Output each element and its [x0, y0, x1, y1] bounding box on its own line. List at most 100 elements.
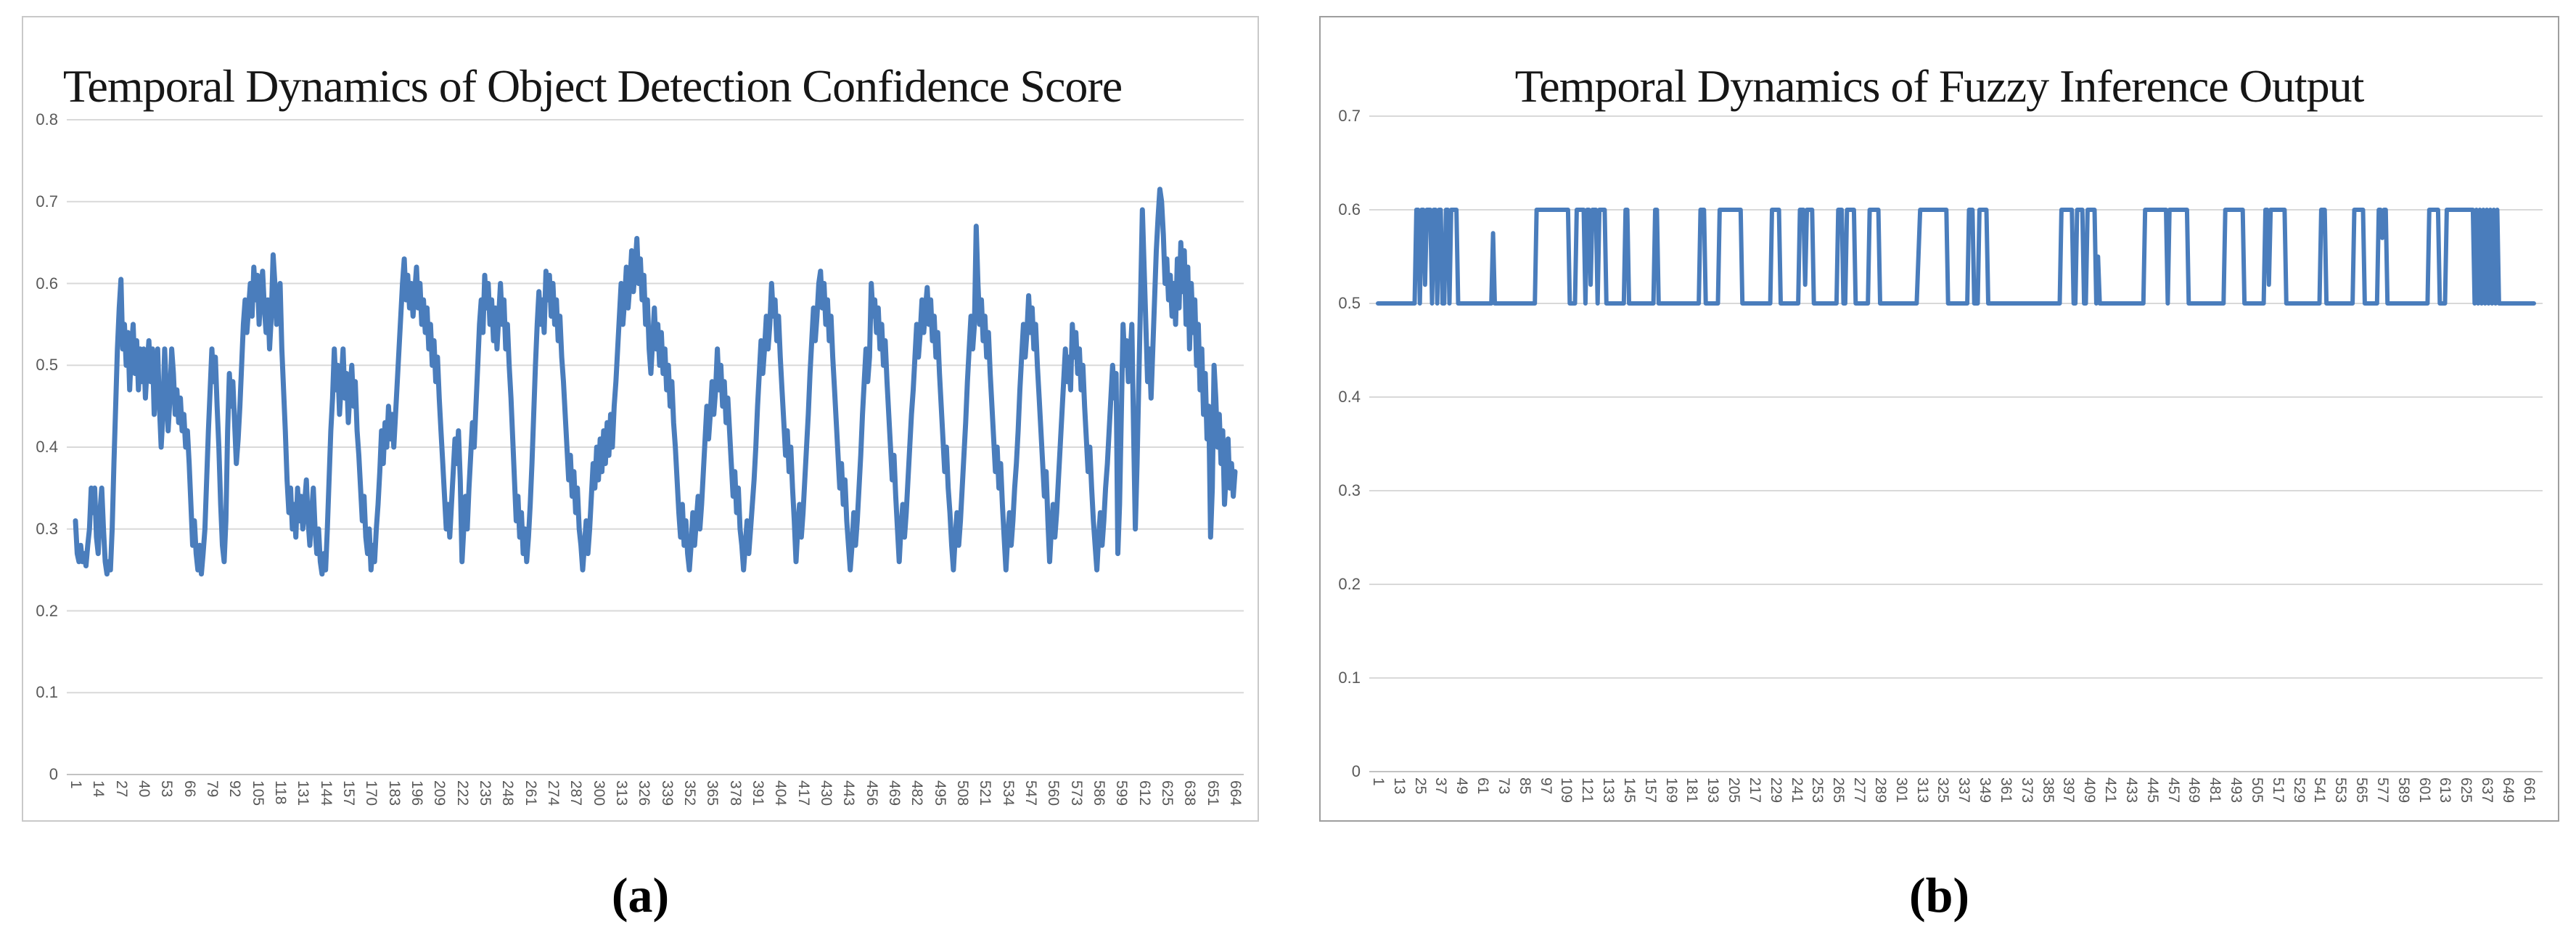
chart-b-canvas: [1369, 115, 2543, 772]
x-tick-label: 265: [1830, 777, 1847, 804]
y-tick-label: 0.3: [1338, 481, 1361, 499]
x-tick-label: 40: [136, 780, 152, 798]
x-tick-label: 349: [1977, 777, 1994, 804]
x-tick-label: 85: [1516, 777, 1533, 795]
x-tick-label: 92: [226, 780, 244, 798]
x-tick-label: 49: [1453, 777, 1471, 795]
x-tick-label: 157: [340, 780, 357, 806]
x-tick-label: 253: [1809, 777, 1826, 804]
x-tick-label: 170: [363, 780, 380, 806]
x-tick-label: 145: [1620, 777, 1638, 804]
x-tick-label: 37: [1432, 777, 1450, 795]
x-tick-label: 599: [1113, 780, 1131, 806]
y-tick-label: 0.5: [1338, 294, 1361, 312]
y-tick-label: 0.2: [36, 601, 58, 620]
x-tick-label: 547: [1022, 780, 1039, 806]
subfigure-caption-a: (a): [611, 867, 670, 923]
x-tick-label: 1: [1370, 777, 1387, 786]
chart-a-canvas: [67, 119, 1244, 775]
x-tick-label: 469: [2186, 777, 2203, 804]
x-tick-label: 573: [1067, 780, 1085, 806]
x-tick-label: 589: [2395, 777, 2412, 804]
x-tick-label: 651: [1204, 780, 1221, 806]
x-tick-label: 73: [1495, 777, 1512, 795]
x-tick-label: 529: [2290, 777, 2308, 804]
x-tick-label: 508: [954, 780, 971, 806]
y-tick-label: 0.4: [36, 438, 58, 456]
figure-panel-b: Temporal Dynamics of Fuzzy Inference Out…: [1319, 16, 2559, 822]
y-tick-label: 0: [1351, 762, 1361, 780]
y-tick-label: 0.6: [36, 274, 58, 293]
x-tick-label: 339: [658, 780, 676, 806]
x-tick-label: 300: [590, 780, 607, 806]
y-tick-label: 0.2: [1338, 575, 1361, 593]
x-tick-label: 109: [1558, 777, 1575, 804]
x-tick-label: 1: [67, 780, 84, 789]
y-tick-label: 0.1: [36, 683, 58, 702]
x-tick-label: 625: [2458, 777, 2475, 804]
chart-a-title: Temporal Dynamics of Object Detection Co…: [62, 60, 1123, 112]
x-tick-label: 209: [431, 780, 448, 806]
y-tick-label: 0.4: [1338, 388, 1361, 406]
x-tick-label: 181: [1683, 777, 1701, 804]
x-tick-label: 443: [840, 780, 858, 806]
x-tick-label: 553: [2332, 777, 2350, 804]
x-tick-label: 183: [385, 780, 403, 806]
x-tick-label: 326: [636, 780, 653, 806]
x-tick-label: 229: [1767, 777, 1784, 804]
x-tick-label: 637: [2479, 777, 2496, 804]
x-tick-label: 196: [409, 780, 425, 806]
x-tick-label: 157: [1641, 777, 1659, 804]
x-tick-label: 560: [1045, 780, 1062, 806]
x-tick-label: 241: [1788, 777, 1805, 804]
x-tick-label: 14: [90, 780, 107, 798]
x-tick-label: 235: [477, 780, 493, 806]
x-tick-label: 144: [317, 780, 335, 806]
y-tick-label: 0.7: [36, 192, 58, 211]
y-tick-label: 0: [49, 765, 58, 783]
x-tick-label: 261: [522, 780, 539, 806]
x-tick-label: 193: [1705, 777, 1722, 804]
x-tick-label: 521: [977, 780, 994, 806]
x-tick-label: 661: [2520, 777, 2538, 804]
chart-b-plot-area: [1369, 115, 2543, 772]
x-tick-label: 373: [2018, 777, 2035, 804]
x-tick-label: 277: [1851, 777, 1869, 804]
x-tick-label: 601: [2416, 777, 2433, 804]
figure-panel-a: Temporal Dynamics of Object Detection Co…: [22, 16, 1259, 822]
x-tick-label: 121: [1579, 777, 1596, 804]
x-tick-label: 612: [1136, 780, 1153, 806]
x-tick-label: 53: [158, 780, 176, 798]
x-tick-label: 391: [750, 780, 766, 806]
x-tick-label: 417: [795, 780, 812, 806]
x-tick-label: 133: [1600, 777, 1617, 804]
x-tick-label: 217: [1746, 777, 1763, 804]
y-tick-label: 0.5: [36, 356, 58, 375]
x-tick-label: 289: [1871, 777, 1889, 804]
x-tick-label: 421: [2102, 777, 2120, 804]
x-tick-label: 430: [818, 780, 834, 806]
line-series-b: [1376, 208, 2536, 306]
x-tick-label: 385: [2039, 777, 2056, 804]
x-tick-label: 361: [1997, 777, 2014, 804]
x-tick-label: 325: [1935, 777, 1952, 804]
y-tick-label: 0.7: [1338, 107, 1361, 125]
x-tick-label: 495: [931, 780, 948, 806]
x-tick-label: 105: [249, 780, 266, 806]
x-tick-label: 131: [295, 780, 312, 806]
subfigure-caption-b: (b): [1908, 867, 1970, 923]
x-tick-label: 456: [863, 780, 880, 806]
x-tick-label: 365: [704, 780, 721, 806]
x-tick-label: 404: [772, 780, 789, 806]
x-tick-label: 118: [272, 780, 289, 805]
x-tick-label: 248: [499, 780, 517, 806]
x-tick-label: 313: [1913, 777, 1931, 804]
x-tick-label: 337: [1956, 777, 1973, 804]
x-tick-label: 482: [908, 780, 926, 806]
x-tick-label: 625: [1159, 780, 1176, 806]
x-tick-label: 649: [2499, 777, 2516, 804]
x-tick-label: 66: [181, 780, 198, 798]
x-tick-label: 409: [2081, 777, 2099, 804]
line-series-a: [73, 187, 1238, 577]
y-tick-label: 0.8: [36, 110, 58, 128]
